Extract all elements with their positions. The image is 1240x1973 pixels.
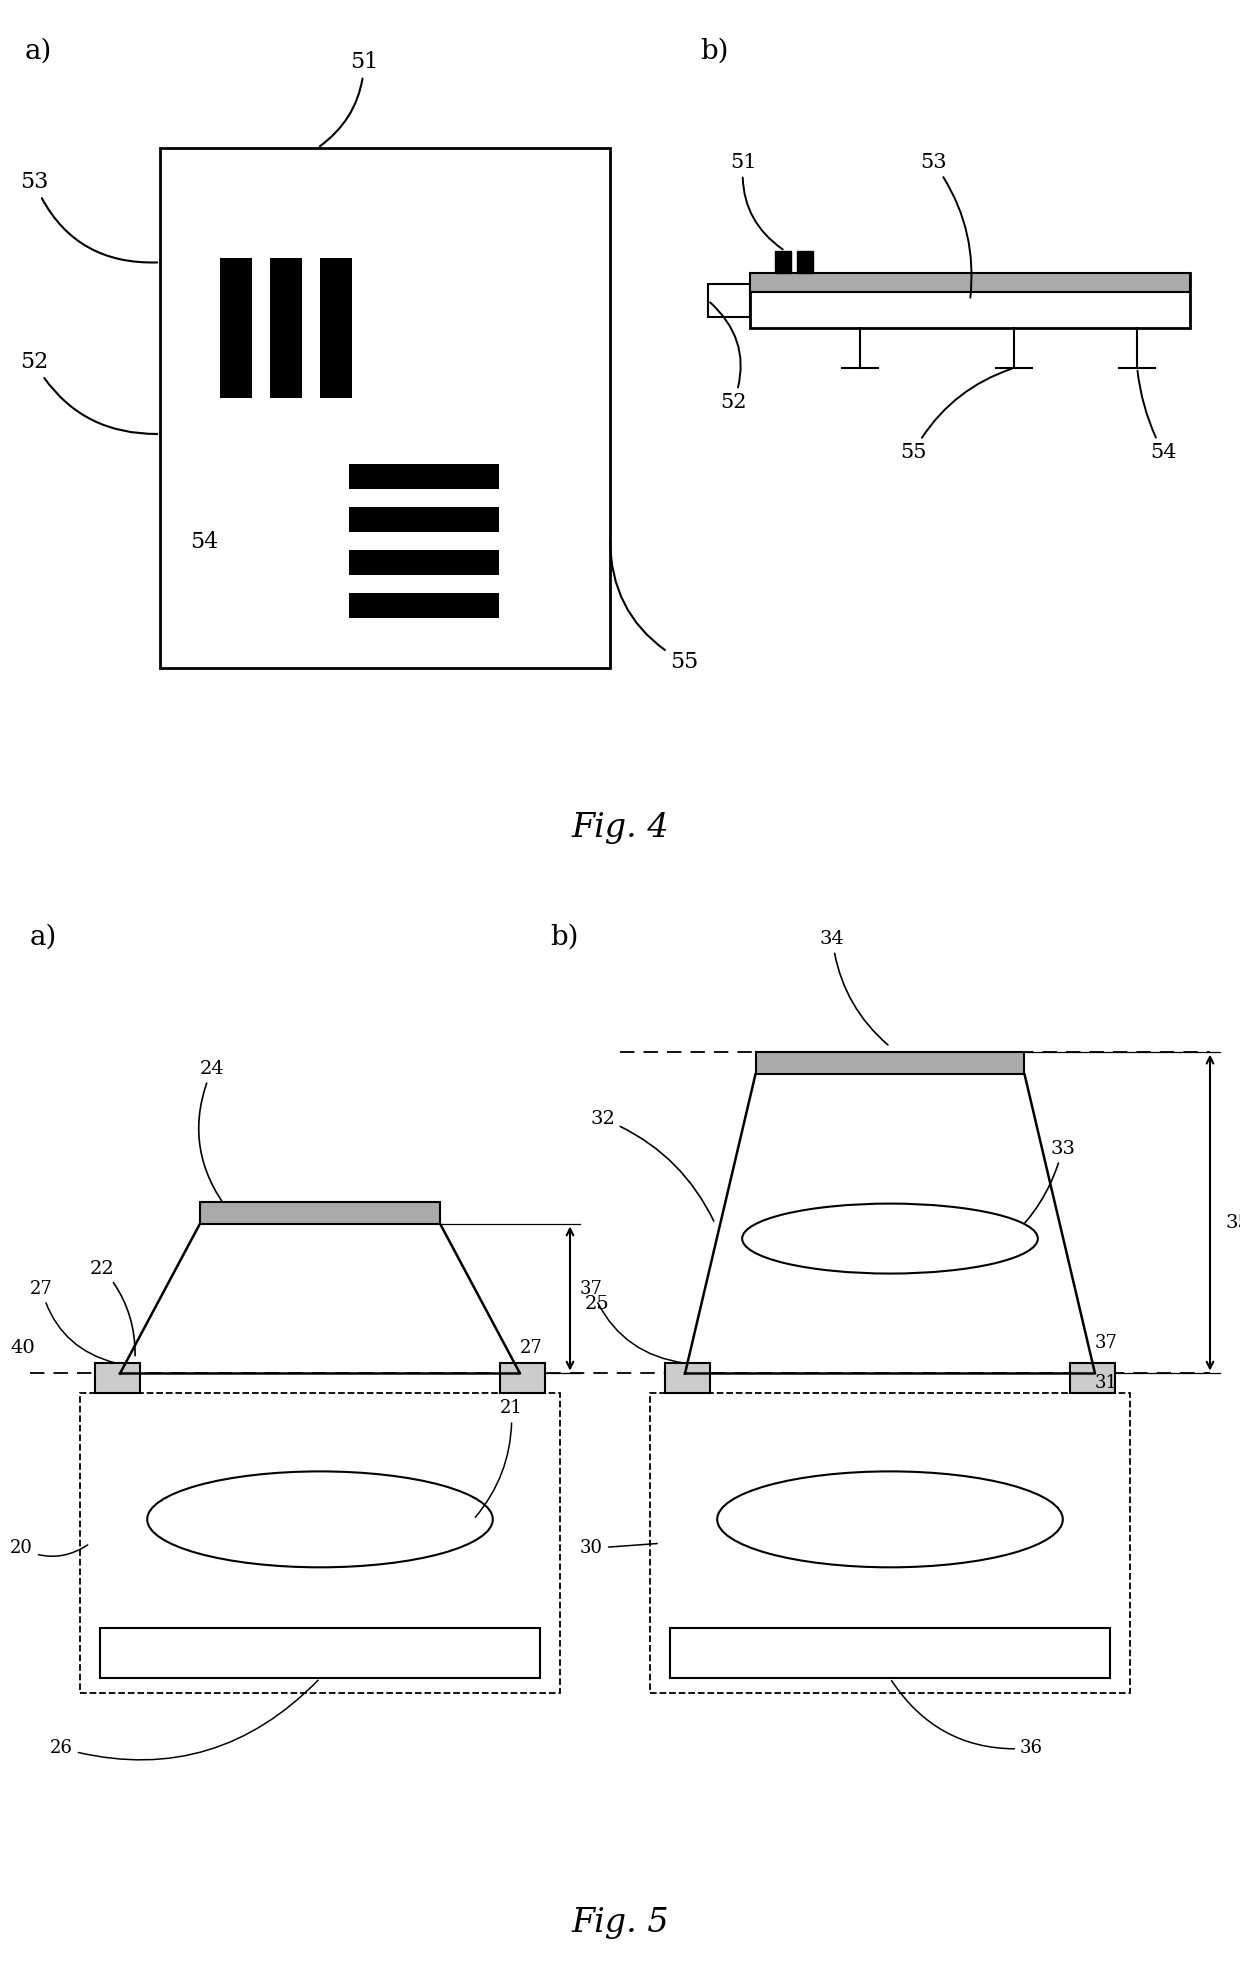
Bar [1070,1363,1115,1393]
Ellipse shape [743,1204,1038,1273]
Text: a): a) [30,923,57,951]
Text: Fig. 5: Fig. 5 [572,1908,668,1939]
Bar [750,272,1190,328]
Text: 54: 54 [190,531,218,552]
Ellipse shape [717,1472,1063,1567]
Bar [100,1628,539,1679]
Text: 32: 32 [590,1109,714,1221]
Text: 30: 30 [580,1539,657,1557]
Text: b): b) [701,37,729,65]
Text: 33: 33 [1012,1140,1075,1237]
Bar [320,258,352,397]
Text: 27: 27 [520,1340,543,1357]
Text: 51: 51 [320,51,378,146]
Bar [797,251,813,272]
Text: 37: 37 [1095,1334,1118,1352]
Text: 21: 21 [475,1399,523,1517]
Text: 55: 55 [900,369,1012,462]
Text: 37: 37 [580,1280,684,1363]
Bar [708,284,750,318]
Bar [81,1393,560,1693]
Text: 54: 54 [1137,371,1177,462]
Bar [500,1363,546,1393]
Bar [755,1052,1024,1073]
Text: Fig. 4: Fig. 4 [572,811,668,844]
Bar [160,148,610,669]
Text: 31: 31 [1095,1375,1118,1393]
Bar [665,1363,711,1393]
Text: 25: 25 [585,1294,610,1312]
Text: 20: 20 [10,1539,88,1557]
Text: 22: 22 [91,1259,135,1355]
Text: 52: 52 [20,351,157,434]
Bar [750,272,1190,292]
Text: 53: 53 [920,154,972,298]
Text: 35: 35 [1225,1213,1240,1231]
Text: 53: 53 [20,172,157,262]
Bar [750,272,1190,292]
Text: 26: 26 [50,1681,319,1760]
Bar [95,1363,140,1393]
Text: 24: 24 [198,1060,228,1209]
Bar [270,258,303,397]
Text: 55: 55 [610,541,698,673]
Text: 34: 34 [820,929,888,1046]
Bar [348,464,498,489]
Bar [219,258,252,397]
Text: a): a) [25,37,52,65]
Bar [670,1628,1110,1679]
Bar [348,594,498,618]
Text: b): b) [551,923,579,951]
Bar [650,1393,1130,1693]
Text: 51: 51 [730,154,782,249]
Text: 40: 40 [10,1340,35,1357]
Bar [348,507,498,533]
Ellipse shape [148,1472,492,1567]
Text: 36: 36 [892,1681,1043,1758]
Bar [200,1202,440,1223]
Bar [775,251,791,272]
Text: 52: 52 [711,302,746,412]
Text: 27: 27 [30,1280,115,1363]
Bar [348,550,498,574]
